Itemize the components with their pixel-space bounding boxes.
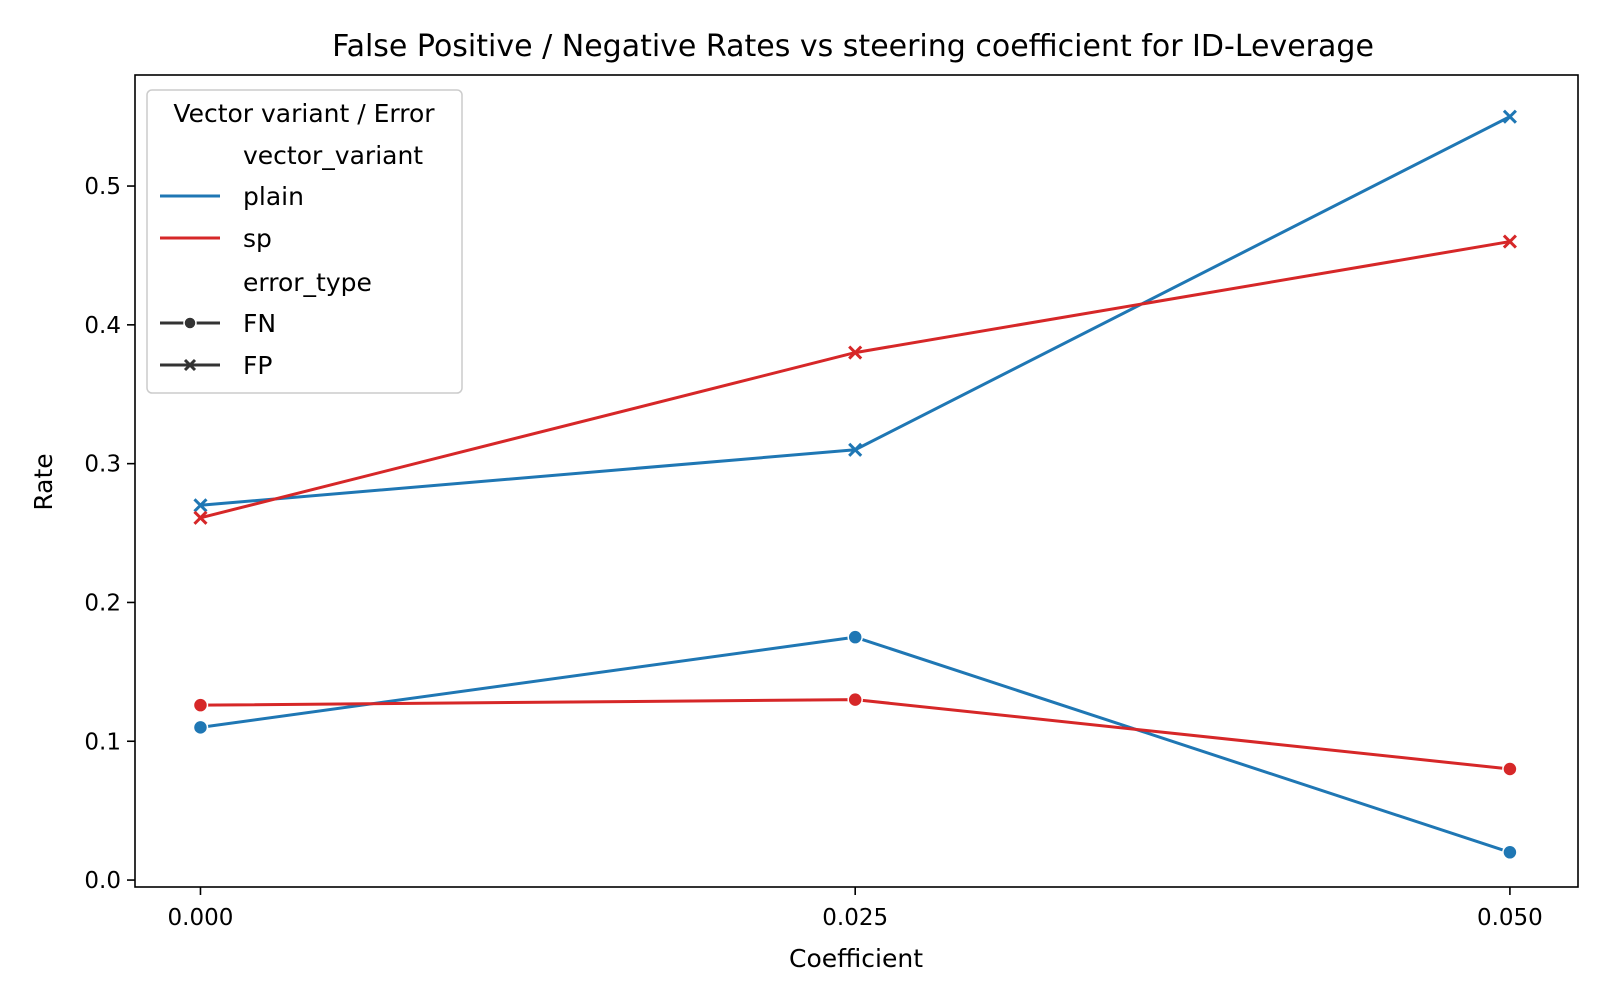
series-plain-fp-point-1-stroke-b [848,442,863,457]
legend-title: Vector variant / Error [173,99,435,128]
legend: Vector variant / Error vector_variant er… [146,89,463,394]
legend-label-fp: FP [243,351,272,380]
series-plain-fp [193,109,1517,513]
series-plain-fp-point-0-stroke-b [193,498,208,513]
series-layer [192,109,1518,861]
series-sp-fp-point-2 [1502,234,1517,249]
series-sp-fp-point-1 [848,345,863,360]
legend-style-header: error_type [243,268,372,297]
series-plain-fn-line [200,635,1511,854]
legend-marker-fp-stroke-b [183,358,197,372]
legend-entries: plain sp FN FP [160,182,304,380]
legend-marker-fn [183,316,197,330]
y-tick-label-2: 0.2 [84,590,121,616]
series-plain-fp-point-0 [193,498,208,513]
series-sp-fp-point-0 [193,510,208,525]
legend-entry-sp: sp [160,224,272,253]
legend-label-plain: plain [243,182,304,211]
legend-label-sp: sp [243,224,272,253]
legend-entry-plain: plain [160,182,304,211]
series-plain-fp-point-2-stroke-b [1502,109,1517,124]
series-sp-fn [192,691,1518,777]
y-tick-label-1: 0.1 [84,729,121,755]
x-axis-label: Coefficient [789,944,923,973]
series-sp-fn-line [200,698,1511,771]
series-plain-fp-point-1 [848,442,863,457]
series-plain-fn-point-1 [847,629,863,645]
chart-title: False Positive / Negative Rates vs steer… [332,29,1374,64]
y-tick-label-4: 0.4 [84,313,121,339]
series-sp-fp-point-1-stroke-b [848,345,863,360]
series-sp-fp-point-0-stroke-b [193,510,208,525]
legend-box [146,89,463,394]
y-axis: 0.0 0.1 0.2 0.3 0.4 0.5 [84,174,135,894]
legend-label-fn: FN [243,309,276,338]
series-sp-fn-point-1 [847,691,863,708]
series-plain-fn-point-2 [1502,844,1518,861]
series-sp-fp-point-2-stroke-b [1502,234,1517,249]
y-tick-label-0: 0.0 [84,868,121,894]
plot-frame [134,74,1579,888]
series-plain-fp-point-2 [1502,109,1517,124]
x-tick-label-0: 0.000 [168,905,234,931]
series-sp-fn-point-0 [192,697,209,713]
x-tick-label-1: 0.025 [822,905,888,931]
y-tick-label-3: 0.3 [84,452,121,478]
x-axis: 0.000 0.025 0.050 [168,887,1543,931]
legend-entry-fn: FN [160,309,276,338]
y-tick-label-5: 0.5 [84,174,121,200]
legend-hue-header: vector_variant [243,141,423,170]
series-plain-fn-point-0 [192,719,209,736]
legend-marker-fp [183,358,197,372]
legend-entry-fp: FP [160,351,272,380]
series-plain-fn [192,629,1518,861]
y-axis-label: Rate [29,453,58,510]
series-sp-fp [193,234,1517,525]
series-sp-fn-point-2 [1502,761,1518,777]
x-tick-label-2: 0.050 [1477,905,1543,931]
